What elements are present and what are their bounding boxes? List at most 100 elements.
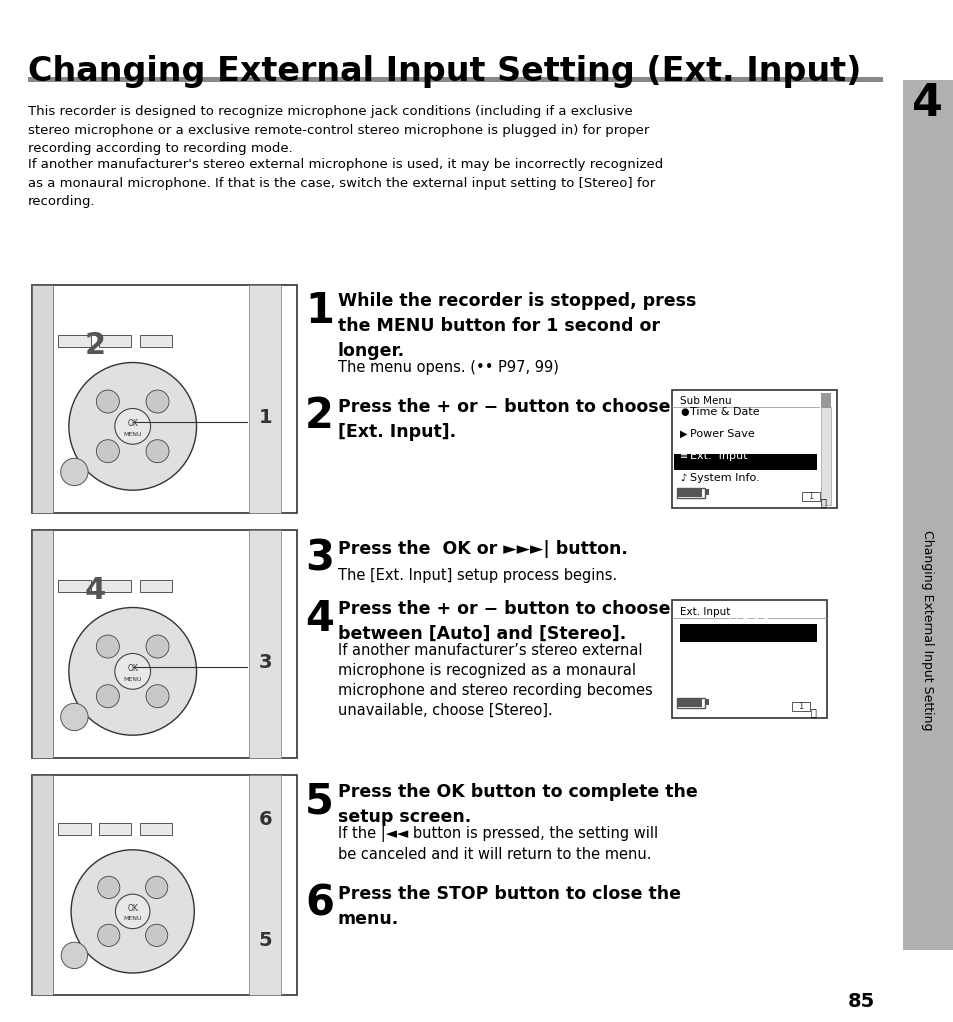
Text: 4: 4 [85, 575, 106, 605]
Text: A u t o: A u t o [728, 608, 769, 621]
Circle shape [69, 363, 196, 491]
Bar [902, 80, 953, 132]
Text: 2: 2 [85, 330, 106, 360]
Bar [32, 775, 296, 995]
Circle shape [146, 439, 169, 463]
Text: Power Save: Power Save [689, 429, 754, 439]
Circle shape [97, 876, 120, 898]
Text: OK: OK [127, 419, 138, 427]
Bar [99, 824, 132, 835]
Bar [677, 698, 704, 708]
Text: MENU: MENU [123, 677, 142, 682]
Circle shape [71, 850, 194, 973]
Bar [704, 699, 708, 705]
Bar [28, 77, 882, 82]
Circle shape [96, 685, 119, 707]
Text: S t e r e o: S t e r e o [718, 631, 779, 644]
Bar [32, 775, 53, 995]
Text: If the |◄◄ button is pressed, the setting will
be canceled and it will return to: If the |◄◄ button is pressed, the settin… [337, 826, 658, 862]
Bar [801, 492, 820, 501]
Text: Changing External Input Setting: Changing External Input Setting [921, 529, 934, 731]
Circle shape [61, 703, 88, 731]
Text: 1: 1 [305, 290, 334, 332]
Text: 6: 6 [305, 882, 334, 924]
Text: ▶: ▶ [679, 429, 687, 439]
Text: OK: OK [127, 663, 138, 672]
Text: Ext.  Input: Ext. Input [689, 451, 747, 461]
Text: System Info.: System Info. [689, 473, 759, 483]
Text: Time & Date: Time & Date [689, 407, 759, 417]
Bar [821, 407, 830, 505]
Bar [140, 580, 172, 592]
Bar [679, 624, 816, 642]
Circle shape [61, 458, 88, 485]
Text: If another manufacturer’s stereo external
microphone is recognized as a monaural: If another manufacturer’s stereo externa… [337, 643, 652, 717]
Text: Press the + or − button to choose
between [Auto] and [Stereo].: Press the + or − button to choose betwee… [337, 600, 670, 643]
Text: 1: 1 [798, 701, 802, 710]
Bar [671, 390, 836, 508]
Text: Sub Menu: Sub Menu [679, 396, 731, 406]
Text: 🎤: 🎤 [820, 497, 825, 507]
Text: 3: 3 [305, 537, 334, 579]
Bar [58, 580, 91, 592]
Text: 1: 1 [807, 492, 813, 501]
Text: 🎤: 🎤 [809, 707, 815, 717]
Text: 2: 2 [305, 394, 334, 437]
Bar [673, 454, 816, 470]
Text: 85: 85 [847, 992, 874, 1011]
Circle shape [96, 635, 119, 658]
Text: This recorder is designed to recognize microphone jack conditions (including if : This recorder is designed to recognize m… [28, 105, 649, 155]
Bar [677, 487, 704, 498]
Text: 6: 6 [258, 809, 272, 829]
Text: Press the + or − button to choose
[Ext. Input].: Press the + or − button to choose [Ext. … [337, 398, 670, 442]
Bar [249, 775, 281, 995]
Circle shape [115, 894, 150, 929]
Bar [678, 699, 701, 707]
Circle shape [96, 439, 119, 463]
Circle shape [146, 685, 169, 707]
Text: 4: 4 [305, 598, 334, 640]
Text: ≡: ≡ [679, 451, 687, 461]
Bar [704, 489, 708, 495]
Circle shape [96, 390, 119, 413]
Text: Press the OK button to complete the
setup screen.: Press the OK button to complete the setu… [337, 783, 697, 826]
Text: ●: ● [679, 407, 688, 417]
Text: 3: 3 [258, 653, 272, 671]
Circle shape [146, 390, 169, 413]
Bar [32, 530, 296, 758]
Text: If another manufacturer's stereo external microphone is used, it may be incorrec: If another manufacturer's stereo externa… [28, 158, 662, 208]
Text: While the recorder is stopped, press
the MENU button for 1 second or
longer.: While the recorder is stopped, press the… [337, 292, 696, 360]
Bar [99, 580, 132, 592]
Text: 1: 1 [258, 408, 272, 427]
Circle shape [146, 635, 169, 658]
Bar [671, 600, 826, 718]
Circle shape [69, 607, 196, 735]
Bar [249, 530, 281, 758]
Text: MENU: MENU [123, 431, 142, 436]
Bar [58, 335, 91, 347]
Bar [902, 80, 953, 950]
Bar [678, 489, 701, 497]
Text: MENU: MENU [123, 917, 142, 921]
Bar [58, 824, 91, 835]
Text: 5: 5 [258, 930, 272, 949]
Text: Ext. Input: Ext. Input [679, 607, 730, 617]
Circle shape [146, 924, 168, 946]
Circle shape [61, 942, 88, 969]
Circle shape [146, 876, 168, 898]
Bar [821, 393, 830, 408]
Bar [99, 335, 132, 347]
Text: ♪: ♪ [679, 473, 685, 483]
Text: The menu opens. (•• P97, 99): The menu opens. (•• P97, 99) [337, 360, 558, 375]
Bar [32, 530, 53, 758]
Bar [140, 335, 172, 347]
Circle shape [114, 409, 151, 445]
Text: 5: 5 [305, 780, 334, 822]
Text: Press the  OK or ►►►| button.: Press the OK or ►►►| button. [337, 540, 627, 558]
Text: 4: 4 [911, 82, 943, 125]
Circle shape [97, 924, 120, 946]
Bar [32, 285, 296, 513]
Bar [249, 285, 281, 513]
Text: Changing External Input Setting (Ext. Input): Changing External Input Setting (Ext. In… [28, 55, 861, 88]
Bar [140, 824, 172, 835]
